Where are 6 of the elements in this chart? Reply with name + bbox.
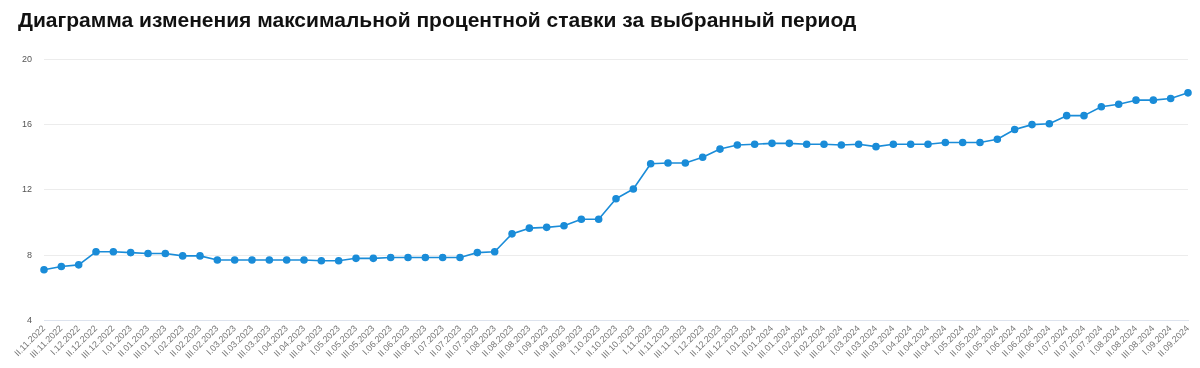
y-tick-label: 8 [27, 249, 33, 260]
y-tick-label: 16 [22, 119, 33, 130]
chart-title: Диаграмма изменения максимальной процентной ставки за выбранный период [17, 7, 858, 33]
y-tick-label: 12 [22, 184, 33, 195]
y-tick-label: 20 [22, 53, 33, 64]
y-tick-label: 4 [27, 314, 33, 325]
